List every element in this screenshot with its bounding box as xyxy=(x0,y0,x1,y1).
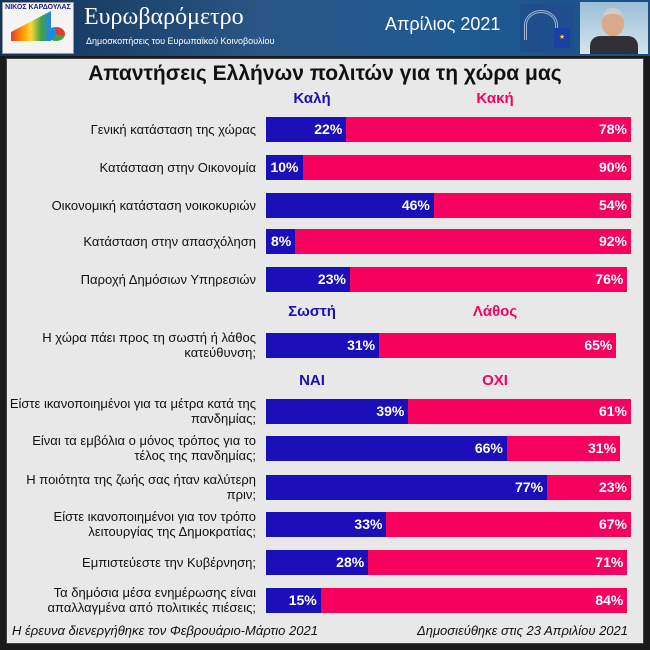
footer-survey-period: Η έρευνα διενεργήθηκε τον Φεβρουάριο-Μάρ… xyxy=(12,623,318,638)
header-banner: ΝΙΚΟΣ ΚΑΡΔΟΥΛΑΣ Ευρωβαρόμετρο Δημοσκοπήσ… xyxy=(0,0,650,56)
bar-negative: 65% xyxy=(379,333,617,358)
value-label: 10% xyxy=(270,159,299,175)
value-label: 33% xyxy=(354,516,383,532)
logo-text: ΝΙΚΟΣ ΚΑΡΔΟΥΛΑΣ xyxy=(5,4,71,11)
legend-negative: Λάθος xyxy=(472,303,518,320)
row-label: Είστε ικανοποιημένοι για τα μέτρα κατά τ… xyxy=(9,396,256,426)
legend-positive: Σωστή xyxy=(288,303,336,320)
row-label: Η ποιότητα της ζωής σας ήταν καλύτερη πρ… xyxy=(26,472,256,502)
row-label: Είστε ικανοποιημένοι για τον τρόπο λειτο… xyxy=(53,509,256,539)
value-label: 8% xyxy=(270,233,292,249)
value-label: 71% xyxy=(595,554,624,570)
bar-negative: 76% xyxy=(349,267,628,292)
row-label: Γενική κατάσταση της χώρας xyxy=(90,122,256,137)
value-label: 78% xyxy=(598,121,627,137)
value-label: 76% xyxy=(595,271,624,287)
value-label: 23% xyxy=(598,479,627,495)
bar-negative: 84% xyxy=(320,588,628,613)
value-label: 46% xyxy=(401,197,430,213)
legend-positive: ΝΑΙ xyxy=(299,372,325,389)
value-label: 23% xyxy=(317,271,346,287)
row-label: Εμπιστεύεστε την Κυβέρνηση; xyxy=(82,555,256,570)
row-label: Οικονομική κατάσταση νοικοκυριών xyxy=(51,198,256,213)
chart-title: Απαντήσεις Ελλήνων πολιτών για τη χώρα μ… xyxy=(88,62,562,85)
bar-negative: 71% xyxy=(368,550,628,575)
value-label: 65% xyxy=(584,337,613,353)
bar-negative: 92% xyxy=(295,229,631,254)
value-label: 28% xyxy=(336,554,365,570)
bar-positive: 66% xyxy=(266,436,507,461)
legend-negative: Κακή xyxy=(476,90,514,107)
header-date: Απρίλιος 2021 xyxy=(385,14,501,34)
bar-positive: 77% xyxy=(266,475,548,500)
bar-negative: 67% xyxy=(386,512,631,537)
bar-positive: 46% xyxy=(266,193,434,218)
row-label: Παροχή Δημόσιων Υπηρεσιών xyxy=(80,272,256,287)
author-photo xyxy=(580,2,648,54)
header-title: Ευρωβαρόμετρο xyxy=(84,4,244,30)
bar-positive: 33% xyxy=(266,512,387,537)
value-label: 15% xyxy=(288,592,317,608)
eu-parliament-icon: ★ xyxy=(520,4,574,52)
value-label: 31% xyxy=(588,440,617,456)
bar-positive: 39% xyxy=(266,399,409,424)
row-label: Κατάσταση στην Οικονομία xyxy=(99,160,256,175)
bar-negative: 78% xyxy=(346,117,631,142)
bar-positive: 10% xyxy=(266,155,303,180)
bar-positive: 22% xyxy=(266,117,347,142)
bar-negative: 31% xyxy=(506,436,621,461)
bar-positive: 8% xyxy=(266,229,296,254)
bar-positive: 15% xyxy=(266,588,321,613)
value-label: 66% xyxy=(474,440,503,456)
legend-negative: ΟΧΙ xyxy=(482,372,508,389)
bar-negative: 90% xyxy=(302,155,631,180)
bar-negative: 61% xyxy=(408,399,631,424)
row-label: Τα δημόσια μέσα ενημέρωσης είναι απαλλαγ… xyxy=(47,585,256,615)
legend-positive: Καλή xyxy=(293,90,331,107)
bar-positive: 28% xyxy=(266,550,369,575)
author-logo: ΝΙΚΟΣ ΚΑΡΔΟΥΛΑΣ xyxy=(2,2,74,54)
value-label: 22% xyxy=(314,121,343,137)
value-label: 90% xyxy=(598,159,627,175)
value-label: 84% xyxy=(595,592,624,608)
value-label: 77% xyxy=(515,479,544,495)
bar-positive: 31% xyxy=(266,333,380,358)
bar-negative: 54% xyxy=(433,193,631,218)
bar-negative: 23% xyxy=(547,475,631,500)
row-label: Κατάσταση στην απασχόληση xyxy=(83,234,256,249)
value-label: 54% xyxy=(598,197,627,213)
value-label: 67% xyxy=(598,516,627,532)
bar-positive: 23% xyxy=(266,267,350,292)
footer-publication-date: Δημοσιεύθηκε στις 23 Απριλίου 2021 xyxy=(417,623,628,638)
value-label: 39% xyxy=(376,403,405,419)
header-subtitle: Δημοσκοπήσεις του Ευρωπαϊκού Κοινοβουλίο… xyxy=(86,36,275,46)
row-label: Η χώρα πάει προς τη σωστή ή λάθος κατεύθ… xyxy=(42,330,256,360)
row-label: Είναι τα εμβόλια ο μόνος τρόπος για το τ… xyxy=(32,433,256,463)
value-label: 31% xyxy=(347,337,376,353)
value-label: 61% xyxy=(598,403,627,419)
value-label: 92% xyxy=(598,233,627,249)
